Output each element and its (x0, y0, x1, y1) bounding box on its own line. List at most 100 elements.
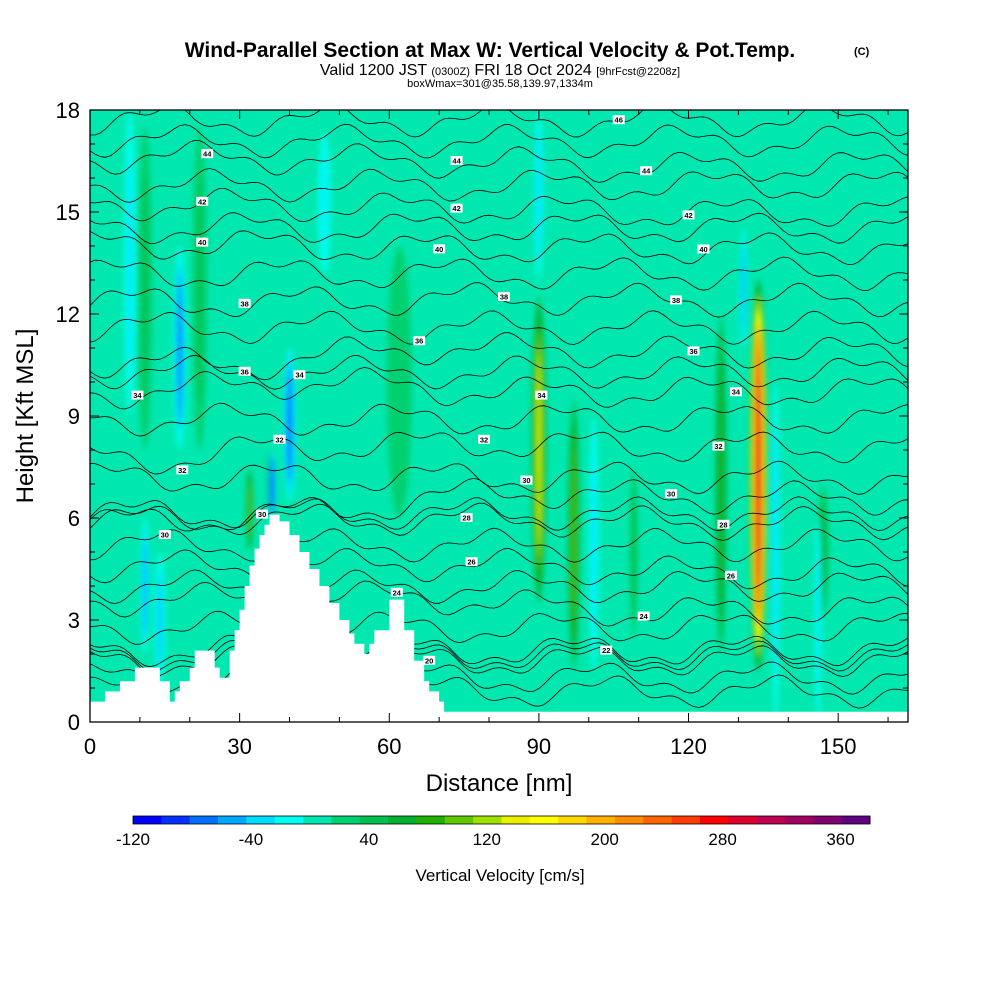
colorbar-swatch (586, 816, 616, 824)
updraft-core (719, 377, 723, 591)
theta-label: 40 (433, 244, 446, 254)
x-tick-label: 30 (227, 734, 251, 759)
downdraft-core (288, 376, 291, 473)
theta-label: 42 (682, 210, 695, 220)
theta-label: 44 (640, 166, 653, 176)
theta-contour-line (90, 402, 908, 437)
theta-label-text: 30 (667, 490, 675, 499)
theta-label-text: 42 (198, 197, 206, 206)
theta-label-box (450, 156, 463, 165)
theta-label: 40 (697, 244, 710, 254)
theta-label-text: 32 (178, 466, 186, 475)
theta-label: 42 (450, 203, 463, 213)
theta-label-text: 34 (537, 391, 546, 400)
updraft-core (537, 354, 541, 546)
subtitle-valid: Valid 1200 JST (320, 62, 428, 79)
theta-contour-line (90, 354, 908, 390)
theta-label-text: 40 (435, 245, 443, 254)
theta-label-box (196, 237, 209, 247)
colorbar-swatch (218, 816, 247, 824)
theta-contour-line (90, 168, 908, 203)
theta-label-box (238, 366, 251, 376)
y-tick-label: 3 (68, 608, 80, 633)
theta-contour-line (90, 123, 908, 159)
colorbar-swatch (784, 816, 814, 824)
theta-label-text: 32 (275, 435, 283, 444)
theta-label: 34 (131, 390, 144, 400)
theta-label-text: 26 (467, 558, 475, 567)
theta-label-text: 40 (198, 238, 206, 247)
theta-label-text: 36 (240, 367, 248, 376)
theta-label-box (478, 434, 491, 444)
theta-label-box (670, 295, 683, 305)
theta-label-text: 28 (462, 514, 470, 523)
colorbar-swatch (161, 816, 191, 824)
theta-contours (90, 110, 908, 709)
updraft-core (756, 353, 760, 598)
y-axis-label: Height [Kft MSL] (12, 329, 39, 504)
theta-label-box (687, 346, 700, 356)
colorbar-tick-label: 280 (708, 830, 736, 849)
theta-label: 30 (256, 509, 269, 519)
theta-label-text: 46 (615, 116, 623, 125)
plot-area: 46 44 44 44 42 42 42 40 40 40 38 38 38 36 36 36 34 34 34 34… (90, 110, 908, 722)
theta-label-text: 30 (161, 531, 169, 540)
theta-label: 38 (238, 298, 251, 308)
colorbar-frame (132, 815, 871, 825)
theta-label-box (196, 196, 209, 206)
colorbar-label: Vertical Velocity [cm/s] (415, 866, 584, 885)
theta-label-text: 34 (732, 388, 741, 397)
theta-label-text: 34 (133, 391, 142, 400)
theta-label-text: 44 (203, 150, 212, 159)
theta-contour-line (90, 640, 908, 672)
theta-label-text: 24 (639, 612, 648, 621)
colorbar-swatch (728, 816, 758, 824)
theta-label-text: 44 (642, 167, 651, 176)
colorbar-swatch (133, 816, 162, 824)
subtitle-utc: (0300Z) (431, 66, 470, 78)
theta-label-text: 30 (522, 476, 530, 485)
theta-contour-line (90, 580, 908, 627)
theta-label-box (697, 244, 710, 254)
theta-label: 26 (724, 570, 737, 580)
theta-label-text: 28 (719, 520, 727, 529)
theta-label-box (520, 475, 533, 485)
theta-label-text: 30 (258, 510, 266, 519)
theta-label: 32 (176, 465, 189, 475)
theta-label-text: 38 (240, 299, 248, 308)
colorbar-swatch (331, 816, 361, 824)
theta-label-text: 24 (393, 588, 402, 597)
x-tick-label: 0 (84, 734, 96, 759)
downdraft-core (592, 463, 595, 624)
colorbar-tick-label: -120 (116, 830, 150, 849)
theta-contour-line (90, 460, 908, 495)
theta-contour-line (90, 610, 908, 645)
theta-label: 36 (238, 366, 251, 376)
theta-label-text: 20 (425, 656, 433, 665)
theta-label: 42 (196, 196, 209, 206)
theta-label: 38 (497, 292, 510, 302)
updraft-core (198, 187, 201, 390)
y-tick-label: 18 (56, 98, 80, 123)
colorbar-swatch (388, 816, 417, 824)
colorbar-swatch (189, 816, 219, 824)
theta-label-box (600, 645, 613, 655)
field-background (90, 110, 908, 722)
theta-label-text: 40 (699, 245, 707, 254)
x-tick-label: 120 (670, 734, 707, 759)
theta-contour-line (90, 188, 908, 227)
theta-label: 32 (478, 434, 491, 444)
box-wmax-line: boxWmax=301@35.58,139.97,1334m (407, 78, 593, 90)
theta-label-box (201, 149, 214, 159)
theta-label-box (423, 655, 436, 665)
colorbar-swatch (529, 816, 559, 824)
chart-title: Wind-Parallel Section at Max W: Vertical… (185, 39, 796, 62)
theta-label-box (640, 166, 653, 176)
theta-label: 34 (293, 370, 306, 380)
x-axis-label: Distance [nm] (426, 770, 573, 797)
colorbar-swatch (444, 816, 474, 824)
theta-label-box (460, 513, 473, 522)
updraft-core (632, 498, 635, 606)
